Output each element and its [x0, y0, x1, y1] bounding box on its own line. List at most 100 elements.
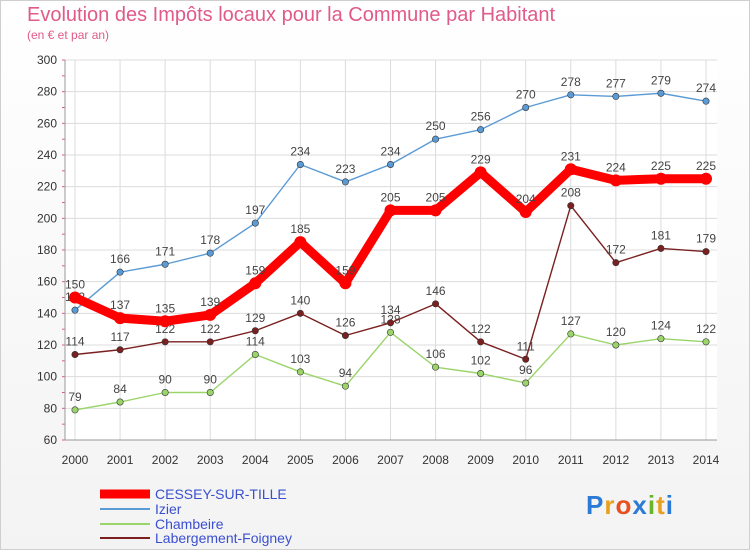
data-point-cessey-sur-tille [384, 204, 397, 217]
chart-subtitle: (en € et par an) [27, 28, 110, 42]
data-label-cessey-sur-tille: 225 [651, 159, 671, 173]
series-cessey-sur-tille: 150 137 135 139 159 185 159 205 205 229 204 231 224 2… [65, 149, 716, 328]
data-point-chambeire [477, 369, 485, 377]
logo-letter: r [604, 490, 616, 520]
data-point-izier [432, 135, 440, 143]
data-point-labergement-foigney [657, 244, 665, 252]
legend-label: Izier [155, 501, 182, 517]
data-point-chambeire [612, 341, 620, 349]
data-point-labergement-foigney [251, 327, 259, 335]
data-label-labergement-foigney: 111 [517, 339, 536, 353]
data-point-izier [386, 161, 394, 169]
data-point-labergement-foigney [341, 331, 349, 339]
data-point-cessey-sur-tille [249, 277, 262, 290]
data-point-chambeire [702, 338, 710, 346]
data-label-labergement-foigney: 126 [335, 316, 355, 330]
x-tick-label: 2001 [107, 453, 134, 467]
x-tick-label: 2002 [152, 453, 179, 467]
data-point-izier [161, 260, 169, 268]
data-point-cessey-sur-tille [700, 172, 712, 185]
data-label-labergement-foigney: 146 [426, 284, 446, 298]
data-label-chambeire: 96 [519, 363, 533, 377]
data-label-izier: 171 [155, 244, 175, 258]
logo-letter: i [647, 490, 657, 520]
data-point-labergement-foigney [522, 355, 530, 363]
x-tick-label: 2010 [512, 453, 539, 467]
data-point-izier [296, 161, 304, 169]
data-point-chambeire [432, 363, 440, 371]
proxiti-logo: Proxiti [586, 490, 674, 521]
data-label-labergement-foigney: 181 [651, 228, 671, 242]
chart-title: Evolution des Impôts locaux pour la Comm… [27, 4, 556, 26]
data-label-chambeire: 106 [426, 347, 446, 361]
data-point-cessey-sur-tille [339, 277, 352, 290]
data-label-labergement-foigney: 129 [245, 311, 265, 325]
data-label-labergement-foigney: 179 [696, 232, 716, 246]
x-tick-label: 2009 [467, 453, 494, 467]
data-point-cessey-sur-tille [294, 236, 307, 249]
data-label-chambeire: 102 [471, 354, 491, 368]
data-label-izier: 256 [471, 110, 491, 124]
data-point-labergement-foigney [477, 338, 485, 346]
data-point-labergement-foigney [612, 259, 620, 267]
data-label-chambeire: 124 [651, 319, 671, 333]
data-point-labergement-foigney [116, 346, 124, 354]
data-label-izier: 250 [426, 119, 446, 133]
y-tick-label: 160 [37, 275, 57, 289]
data-label-chambeire: 122 [696, 322, 716, 336]
data-point-izier [477, 126, 485, 134]
x-tick-label: 2003 [197, 453, 224, 467]
legend-label: Chambeire [155, 516, 224, 532]
y-tick-label: 80 [44, 401, 58, 415]
x-tick-label: 2011 [558, 453, 584, 467]
data-label-labergement-foigney: 140 [290, 293, 310, 307]
data-point-izier [612, 92, 620, 100]
data-point-izier [522, 104, 530, 112]
data-point-chambeire [341, 382, 349, 390]
data-label-izier: 270 [516, 88, 536, 102]
logo-letter: P [586, 490, 605, 520]
data-label-cessey-sur-tille: 185 [290, 222, 310, 236]
data-label-cessey-sur-tille: 150 [65, 278, 85, 292]
data-point-chambeire [296, 368, 304, 376]
legend-label: CESSEY-SUR-TILLE [155, 486, 287, 502]
logo-letter: o [615, 490, 633, 520]
data-label-izier: 197 [245, 203, 265, 217]
data-point-labergement-foigney [161, 338, 169, 346]
x-tick-label: 2004 [242, 453, 269, 467]
data-label-chambeire: 127 [561, 314, 581, 328]
data-label-cessey-sur-tille: 231 [561, 149, 581, 163]
data-point-chambeire [657, 335, 665, 343]
legend-label: Labergement-Foigney [155, 530, 292, 546]
data-point-chambeire [386, 328, 394, 336]
data-point-cessey-sur-tille [654, 172, 667, 185]
data-point-labergement-foigney [432, 300, 440, 308]
data-point-labergement-foigney [206, 338, 214, 346]
data-label-cessey-sur-tille: 205 [380, 190, 400, 204]
data-point-izier [341, 178, 349, 186]
data-label-izier: 274 [696, 81, 716, 95]
data-point-izier [251, 219, 259, 227]
y-tick-label: 200 [37, 211, 57, 225]
y-tick-label: 180 [37, 243, 57, 257]
data-label-cessey-sur-tille: 229 [471, 152, 491, 166]
logo-letter: t [656, 490, 666, 520]
data-label-chambeire: 103 [290, 352, 310, 366]
data-point-chambeire [251, 350, 259, 358]
x-tick-label: 2008 [422, 453, 449, 467]
data-point-izier [657, 89, 665, 97]
data-point-cessey-sur-tille [204, 308, 217, 321]
data-label-labergement-foigney: 117 [111, 330, 130, 344]
data-label-izier: 278 [561, 75, 581, 89]
data-point-izier [567, 91, 575, 99]
y-tick-label: 60 [44, 433, 58, 447]
x-tick-label: 2014 [693, 453, 720, 467]
data-point-labergement-foigney [702, 248, 710, 256]
y-tick-label: 100 [37, 370, 57, 384]
data-point-labergement-foigney [567, 202, 575, 210]
data-point-izier [206, 249, 214, 257]
x-tick-label: 2005 [287, 453, 314, 467]
data-label-labergement-foigney: 122 [200, 322, 220, 336]
data-label-chambeire: 79 [68, 390, 82, 404]
data-label-izier: 279 [651, 73, 671, 87]
